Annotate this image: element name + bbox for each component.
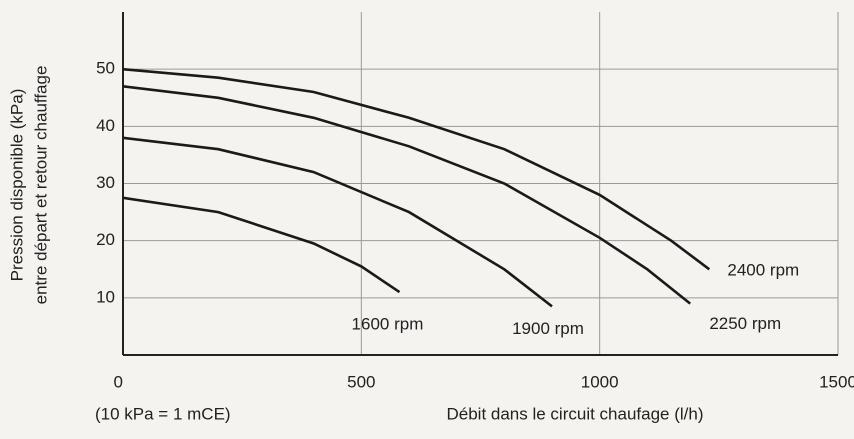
curve: [122, 136, 553, 308]
x-tick-label: 1500: [819, 372, 854, 391]
curve-label: 2250 rpm: [709, 314, 781, 333]
curve-label: 1600 rpm: [352, 315, 424, 334]
x-title: Débit dans le circuit chaufage (l/h): [446, 404, 703, 423]
y-tick-label: 40: [96, 116, 115, 135]
y-title-line: Pression disponible (kPa): [7, 89, 26, 282]
x-tick-label: 500: [347, 372, 375, 391]
curve-label: 1900 rpm: [512, 319, 584, 338]
y-tick-label: 10: [96, 287, 115, 306]
y-title-line: entre départ et retour chauffage: [31, 66, 50, 305]
x-tick-label: 0: [114, 372, 123, 391]
annotation: (10 kPa = 1 mCE): [95, 404, 231, 423]
curve: [122, 67, 711, 271]
curve: [122, 85, 692, 305]
y-tick-label: 50: [96, 59, 115, 78]
curve-label: 2400 rpm: [727, 261, 799, 280]
curve: [122, 196, 401, 294]
y-tick-label: 20: [96, 230, 115, 249]
y-tick-label: 30: [96, 173, 115, 192]
x-tick-label: 1000: [581, 372, 619, 391]
